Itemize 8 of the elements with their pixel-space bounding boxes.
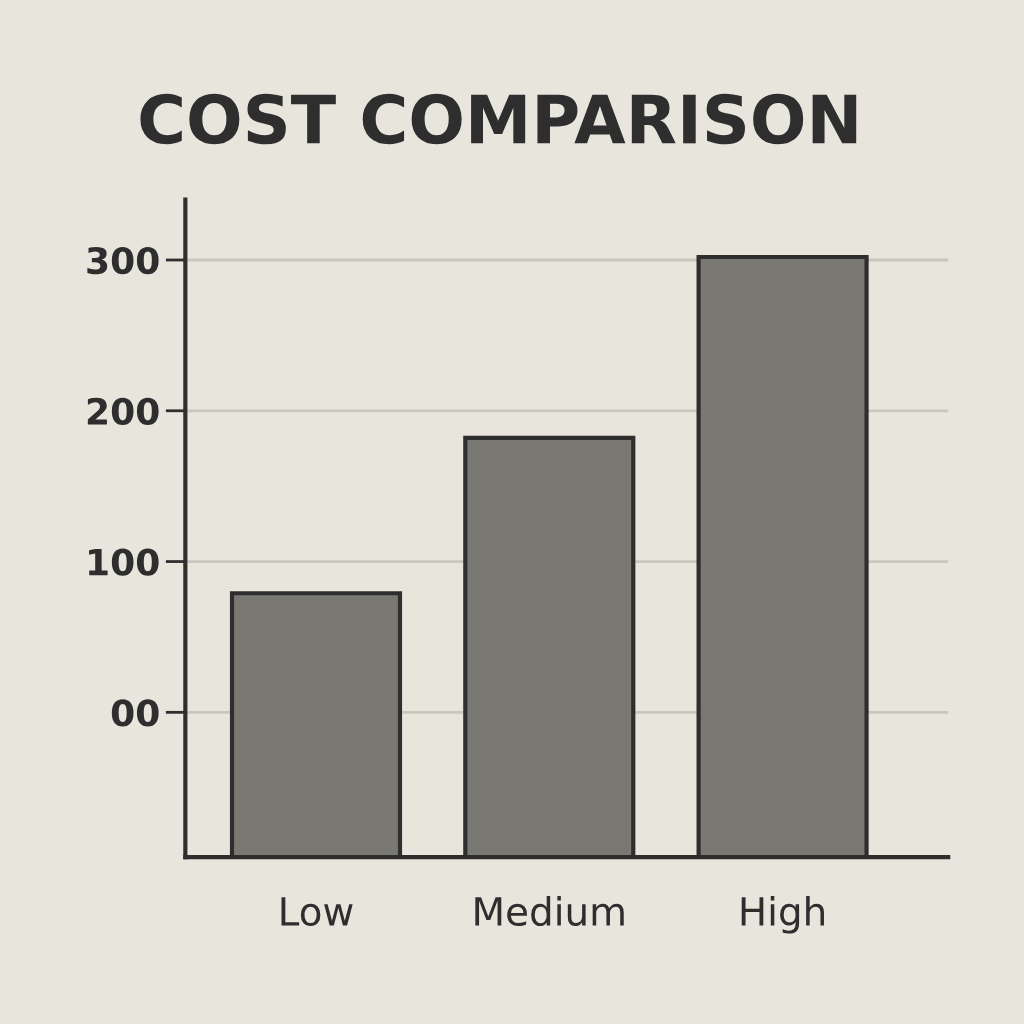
y-tick-label: 200 bbox=[87, 397, 159, 426]
y-tick-label: 100 bbox=[89, 548, 159, 576]
x-tick-label: High bbox=[741, 895, 824, 934]
chart-title: COST COMPARISON bbox=[140, 93, 857, 145]
x-tick-label: Low bbox=[281, 897, 353, 927]
y-tick-label: 00 bbox=[111, 699, 159, 727]
x-tick-label: Medium bbox=[475, 895, 624, 927]
y-tick-label: 300 bbox=[87, 246, 159, 275]
